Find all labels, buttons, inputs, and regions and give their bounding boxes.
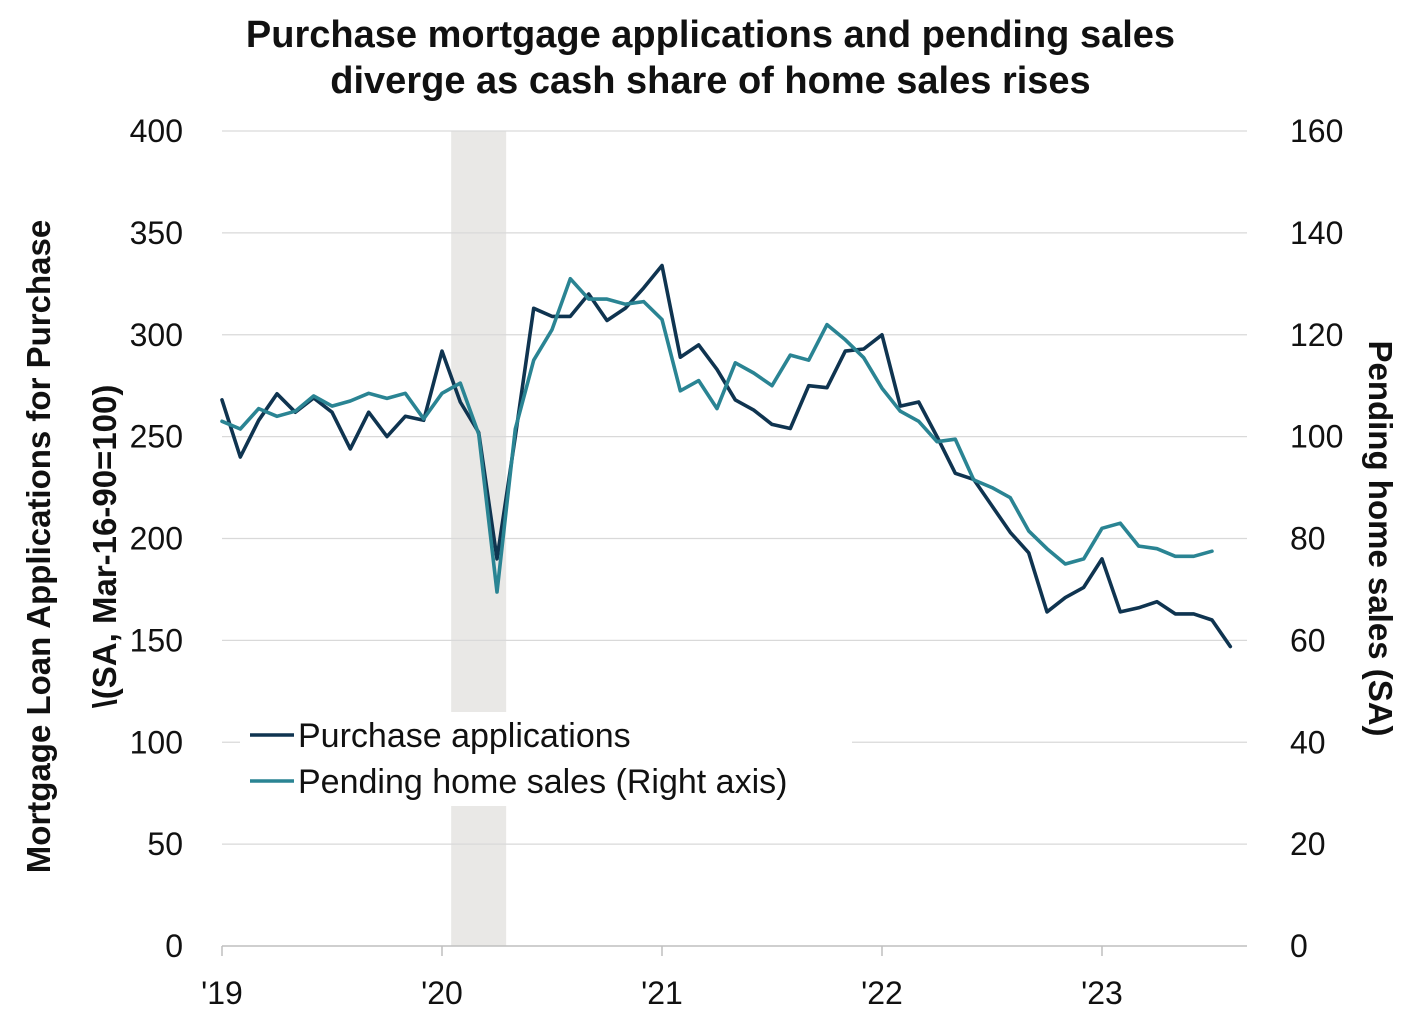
y-axis-left-title-line-2: \(SA, Mar-16-90=100) bbox=[86, 385, 123, 709]
chart-title-line-1: Purchase mortgage applications and pendi… bbox=[245, 14, 1176, 56]
right-tick-label: 160 bbox=[1290, 113, 1343, 149]
left-tick-label: 300 bbox=[130, 317, 183, 353]
right-tick-label: 0 bbox=[1290, 928, 1308, 964]
left-tick-label: 0 bbox=[165, 928, 183, 964]
left-tick-label: 350 bbox=[130, 215, 183, 251]
left-tick-label: 50 bbox=[147, 826, 183, 862]
left-tick-label: 150 bbox=[130, 622, 183, 658]
x-tick-label: '19 bbox=[201, 975, 243, 1011]
y-axis-left-title-line-1: Mortgage Loan Applications for Purchase bbox=[20, 220, 57, 873]
right-tick-label: 100 bbox=[1290, 419, 1343, 455]
right-tick-label: 20 bbox=[1290, 826, 1326, 862]
series-line-pending-home-sales bbox=[220, 276, 1214, 594]
legend-label: Purchase applications bbox=[298, 717, 631, 755]
axes: 0 0 50 20 100 40 150 60 200 80 250 100 300 120 350 140 4… bbox=[130, 113, 1344, 1011]
x-tick-label: '22 bbox=[861, 975, 903, 1011]
right-tick-label: 40 bbox=[1290, 724, 1326, 760]
chart-title: Purchase mortgage applications and pendi… bbox=[0, 12, 1421, 104]
left-tick-label: 200 bbox=[130, 521, 183, 557]
legend-label: Pending home sales (Right axis) bbox=[298, 763, 787, 801]
legend: Purchase applications Pending home sales … bbox=[240, 712, 852, 806]
right-tick-label: 60 bbox=[1290, 622, 1326, 658]
series-line-purchase-applications bbox=[220, 263, 1233, 649]
x-tick-label: '21 bbox=[641, 975, 683, 1011]
x-tick-label: '20 bbox=[421, 975, 463, 1011]
right-tick-label: 80 bbox=[1290, 521, 1326, 557]
y-axis-right-title: Pending home sales (SA) bbox=[1362, 340, 1399, 736]
chart-title-line-2: diverge as cash share of home sales rise… bbox=[330, 60, 1091, 102]
left-tick-label: 400 bbox=[130, 113, 183, 149]
series-lines bbox=[220, 263, 1233, 649]
x-tick-label: '23 bbox=[1081, 975, 1123, 1011]
right-tick-label: 140 bbox=[1290, 215, 1343, 251]
legend-box bbox=[240, 712, 852, 806]
left-tick-label: 100 bbox=[130, 724, 183, 760]
right-tick-label: 120 bbox=[1290, 317, 1343, 353]
left-tick-label: 250 bbox=[130, 419, 183, 455]
axis-labels: Mortgage Loan Applications for Purchase \… bbox=[20, 220, 1399, 873]
